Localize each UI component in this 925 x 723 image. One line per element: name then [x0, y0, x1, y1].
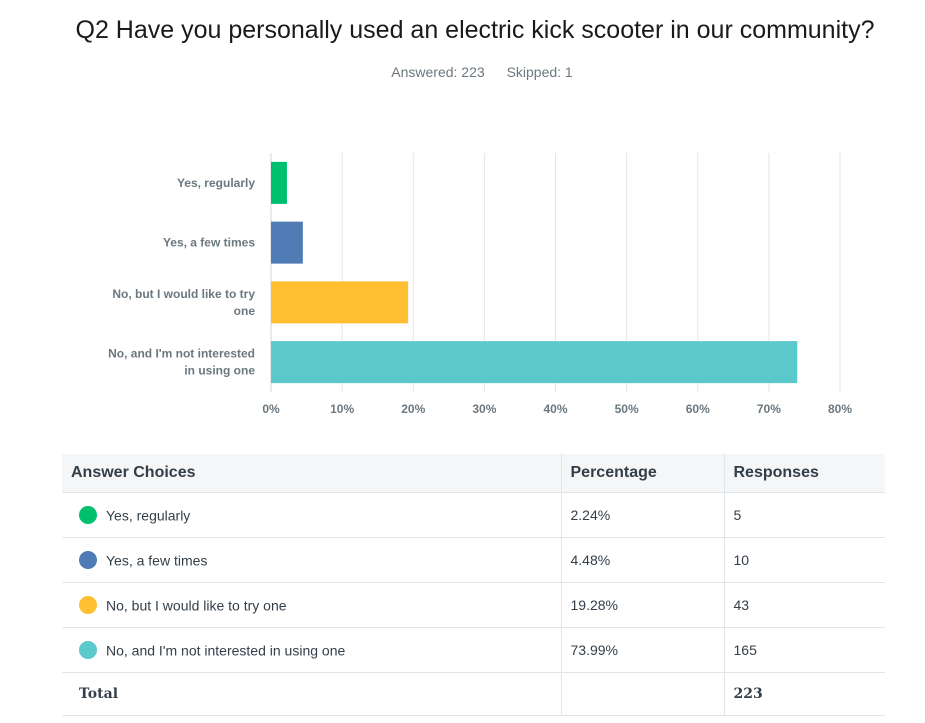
x-tick-label: 70% — [757, 402, 781, 416]
responses-cell: 5 — [723, 492, 885, 538]
total-label: Total — [62, 672, 561, 716]
table-total-row: Total 223 — [62, 672, 885, 716]
answered-count: Answered: 223 — [391, 64, 485, 80]
bar — [271, 281, 409, 324]
skipped-count: Skipped: 1 — [506, 64, 573, 80]
bar — [271, 341, 798, 384]
table-row: No, but I would like to try one 19.28% 4… — [62, 582, 885, 628]
total-percentage-cell — [560, 672, 724, 716]
choice-cell: No, but I would like to try one — [62, 582, 561, 628]
choice-cell: No, and I'm not interested in using one — [62, 627, 561, 673]
x-tick-label: 30% — [472, 402, 496, 416]
percentage-cell: 2.24% — [560, 492, 724, 538]
category-label: in using one — [184, 364, 255, 378]
results-table: Answer Choices Percentage Responses Yes,… — [62, 454, 885, 716]
table-row: Yes, regularly 2.24% 5 — [62, 492, 885, 538]
bar — [271, 221, 303, 264]
percentage-cell: 73.99% — [560, 627, 724, 673]
x-tick-label: 80% — [828, 402, 852, 416]
total-responses: 223 — [723, 672, 885, 716]
choice-label: No, and I'm not interested in using one — [106, 642, 346, 659]
table-header-row: Answer Choices Percentage Responses — [62, 454, 885, 493]
header-percentage: Percentage — [560, 454, 724, 493]
color-dot-icon — [79, 506, 97, 525]
color-dot-icon — [79, 596, 97, 615]
color-dot-icon — [79, 641, 97, 660]
x-tick-label: 50% — [615, 402, 639, 416]
response-stats: Answered: 223 Skipped: 1 — [0, 64, 925, 80]
choice-label: No, but I would like to try one — [106, 597, 287, 614]
x-tick-label: 10% — [330, 402, 354, 416]
category-label: No, but I would like to try — [112, 287, 255, 301]
color-dot-icon — [79, 551, 97, 570]
header-answer-choices: Answer Choices — [62, 454, 561, 493]
category-label: No, and I'm not interested — [108, 347, 255, 361]
bar — [271, 161, 287, 204]
header-responses: Responses — [723, 454, 885, 493]
x-tick-label: 0% — [262, 402, 280, 416]
x-tick-label: 20% — [401, 402, 425, 416]
choice-cell: Yes, regularly — [62, 492, 561, 538]
category-label: Yes, regularly — [177, 176, 255, 190]
responses-cell: 10 — [723, 537, 885, 583]
question-title: Q2 Have you personally used an electric … — [75, 16, 875, 44]
x-tick-label: 60% — [686, 402, 710, 416]
bar-chart: 0% 10% 20% 30% 40% 50% 60% 70% 80% Yes, regularly… — [108, 153, 852, 416]
category-label: Yes, a few times — [163, 236, 255, 250]
table-row: No, and I'm not interested in using one … — [62, 627, 885, 673]
responses-cell: 43 — [723, 582, 885, 628]
x-tick-label: 40% — [543, 402, 567, 416]
percentage-cell: 4.48% — [560, 537, 724, 583]
choice-label: Yes, a few times — [106, 552, 208, 569]
responses-cell: 165 — [723, 627, 885, 673]
choice-cell: Yes, a few times — [62, 537, 561, 583]
choice-label: Yes, regularly — [106, 507, 191, 524]
table-row: Yes, a few times 4.48% 10 — [62, 537, 885, 583]
category-label: one — [234, 304, 256, 318]
percentage-cell: 19.28% — [560, 582, 724, 628]
